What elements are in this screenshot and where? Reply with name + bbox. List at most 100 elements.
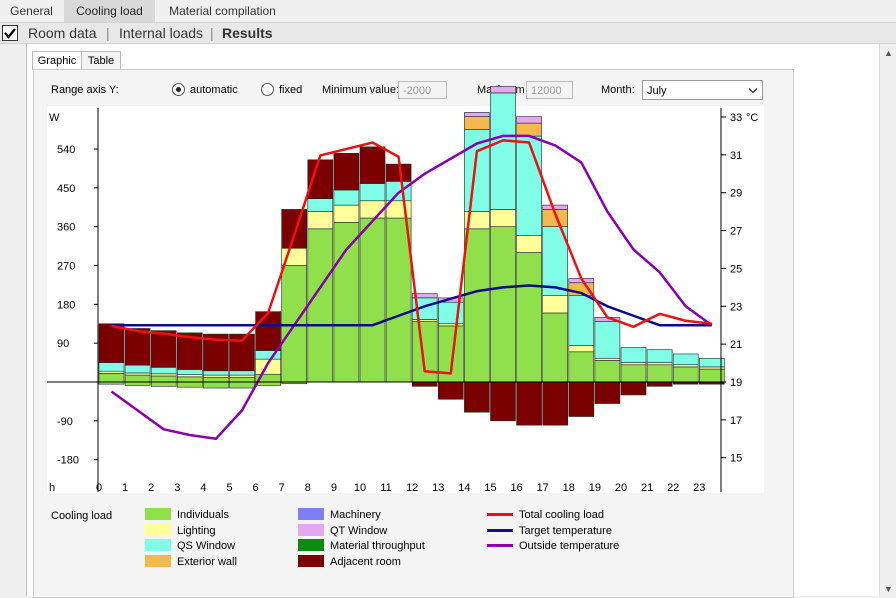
bar-segment: [646, 364, 673, 383]
bar-segment: [333, 204, 360, 223]
bar-segment: [568, 295, 595, 346]
y2-tick-label: 31: [730, 150, 742, 162]
nav-separator: |: [210, 25, 214, 41]
y-tick-label: 180: [57, 299, 75, 311]
y2-tick-label: 15: [730, 453, 742, 465]
bar-segment: [98, 373, 125, 383]
month-value: July: [647, 85, 667, 97]
bar-segment: [594, 357, 621, 361]
fixed-radio[interactable]: [261, 83, 274, 96]
result-nav-bar: Room data | Internal loads | Results: [0, 23, 896, 44]
x-tick-label: 5: [226, 482, 232, 494]
nav-internal-loads[interactable]: Internal loads: [119, 25, 204, 41]
bar-segment: [359, 217, 386, 383]
legend-title: Cooling load: [51, 510, 113, 522]
bar-segment: [333, 153, 360, 191]
checkmark-icon: [4, 28, 16, 39]
bar-segment-negative: [568, 381, 595, 417]
bar-segment: [124, 364, 151, 374]
bar-segment: [672, 364, 699, 368]
bar-segment: [150, 367, 177, 375]
legend-swatch: [298, 554, 324, 567]
bar-segment: [307, 228, 334, 383]
bar-segment: [698, 357, 725, 368]
automatic-label[interactable]: automatic: [190, 84, 238, 96]
bar-segment-negative: [411, 381, 438, 387]
bar-segment: [203, 376, 229, 383]
bar-segment: [98, 323, 125, 363]
x-tick-label: 18: [563, 482, 575, 494]
fixed-label[interactable]: fixed: [279, 84, 303, 96]
tab-material-compilation[interactable]: Material compilation: [169, 4, 276, 18]
bar-segment: [620, 362, 647, 366]
bar-segment: [490, 226, 516, 383]
vertical-scrollbar[interactable]: ▲ ▼: [879, 44, 896, 596]
bar-segment: [464, 228, 490, 383]
automatic-radio[interactable]: [172, 83, 185, 96]
bar-segment: [646, 362, 673, 366]
nav-room-data[interactable]: Room data: [28, 25, 97, 41]
bar-segment: [307, 198, 334, 212]
tab-general[interactable]: General: [10, 4, 53, 18]
bar-segment: [255, 311, 281, 351]
legend-swatch: [298, 508, 324, 520]
x-tick-label: 13: [432, 482, 444, 494]
minimum-value-input[interactable]: -2000: [398, 81, 447, 99]
y2-axis-unit-label: °C: [746, 112, 758, 124]
y-tick-label: 540: [57, 144, 75, 156]
y2-tick-label: 17: [730, 415, 742, 427]
x-tick-label: 15: [484, 482, 496, 494]
bar-segment: [307, 211, 334, 230]
legend-swatch: [145, 539, 171, 552]
bar-segment: [333, 189, 360, 206]
scroll-down-icon[interactable]: ▼: [884, 584, 893, 594]
bar-segment-negative: [646, 381, 673, 387]
bar-segment: [177, 374, 203, 378]
bar-segment: [411, 319, 438, 322]
tab-graphic[interactable]: Graphic: [32, 51, 82, 70]
bar-segment: [281, 209, 308, 249]
results-checkbox[interactable]: [2, 25, 18, 41]
bar-segment: [177, 376, 203, 383]
bar-segment: [150, 373, 177, 377]
bar-segment: [516, 135, 542, 236]
bar-segment-negative: [594, 381, 621, 404]
tab-cooling-load[interactable]: Cooling load: [64, 0, 155, 22]
maximum-value-input[interactable]: 12000: [526, 81, 573, 99]
nav-results[interactable]: Results: [222, 25, 273, 41]
x-tick-label: 16: [510, 482, 522, 494]
range-axis-label: Range axis Y:: [51, 84, 119, 96]
bar-segment: [516, 122, 542, 137]
y-tick-label: -180: [57, 455, 79, 467]
chevron-down-icon: [748, 88, 758, 94]
bar-segment: [646, 349, 673, 363]
bar-segment: [437, 323, 464, 327]
y2-tick-label: 33: [730, 112, 742, 124]
bar-segment-negative: [542, 381, 569, 426]
bar-segment: [203, 374, 229, 378]
bar-segment: [385, 217, 412, 383]
bar-segment: [542, 204, 569, 210]
legend-swatch: [298, 539, 324, 552]
bar-segment: [464, 112, 490, 117]
outside-temperature-line: [110, 134, 713, 441]
scroll-up-icon[interactable]: ▲: [884, 48, 893, 58]
minimum-value-label: Minimum value:: [322, 84, 400, 96]
month-label: Month:: [601, 84, 635, 96]
y-tick-label: 270: [57, 261, 75, 273]
legend-label: Adjacent room: [330, 555, 401, 568]
x-tick-label: 1: [122, 482, 128, 494]
y2-tick-label: 23: [730, 301, 742, 313]
legend-label: Individuals: [177, 509, 229, 521]
bar-segment: [98, 362, 125, 372]
bar-segment-negative: [464, 381, 490, 413]
x-tick-label: 2: [148, 482, 154, 494]
legend-swatch: [145, 523, 171, 536]
x-tick-label: 23: [693, 482, 705, 494]
bar-segment: [98, 370, 125, 374]
legend-label: Exterior wall: [177, 555, 237, 568]
tab-table[interactable]: Table: [81, 51, 121, 70]
bar-segment: [568, 351, 595, 383]
month-select[interactable]: July: [642, 80, 763, 100]
bar-segment: [542, 312, 569, 383]
